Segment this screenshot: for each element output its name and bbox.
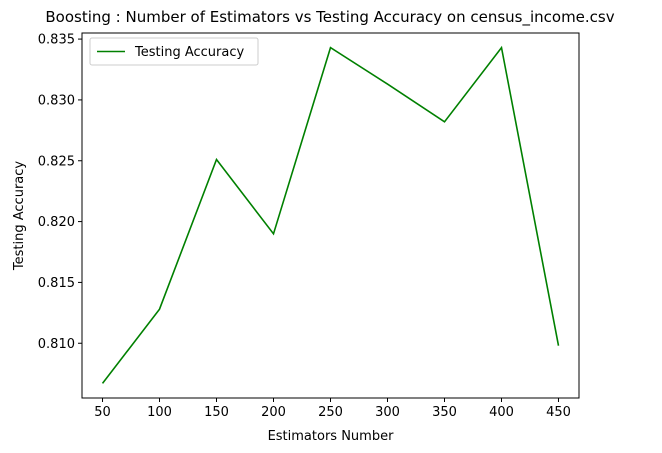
chart-title: Boosting : Number of Estimators vs Testi… [45,8,614,27]
legend: Testing Accuracy [89,37,259,66]
legend-box [89,37,259,66]
series-line-testing-accuracy [101,45,560,384]
x-tick-label: 100 [147,405,172,420]
y-axis-ticks: 0.810 0.815 0.820 0.825 0.830 0.835 [38,33,82,352]
x-tick-label: 150 [204,405,229,420]
y-axis-label: Testing Accuracy [12,161,27,271]
x-tick-label: 350 [432,405,457,420]
x-tick-label: 200 [261,405,286,420]
x-axis-label: Estimators Number [268,429,395,444]
x-tick-label: 450 [546,405,571,420]
x-tick-label: 300 [375,405,400,420]
x-tick-label: 400 [489,405,514,420]
legend-label: Testing Accuracy [134,45,244,60]
x-axis-ticks: 50 100 150 200 250 300 350 400 450 [94,398,571,420]
y-tick-label: 0.820 [38,215,75,230]
y-tick-label: 0.825 [38,154,75,169]
y-tick-label: 0.815 [38,276,75,291]
y-tick-label: 0.830 [38,93,75,108]
y-tick-label: 0.810 [38,337,75,352]
x-tick-label: 250 [318,405,343,420]
x-tick-label: 50 [94,405,111,420]
y-tick-label: 0.835 [38,33,75,48]
plot-frame [81,32,580,399]
